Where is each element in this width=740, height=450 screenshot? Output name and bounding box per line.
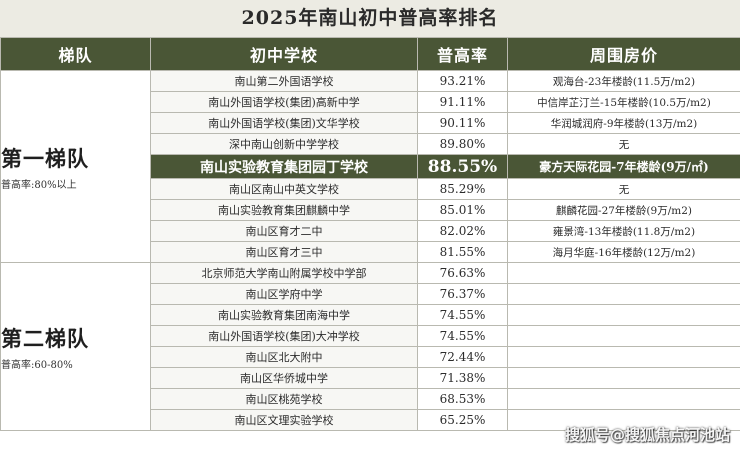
nearby-price: 中信岸芷汀兰-15年楼龄(10.5万/m2) (507, 91, 740, 113)
header-rate: 普高率 (417, 37, 508, 71)
watermark-text: 搜狐号@搜狐焦点河池站 (564, 426, 730, 444)
school-name: 南山区桃苑学校 (150, 388, 418, 410)
table-row: 南山区学府中学 76.37% (1, 283, 740, 305)
nearby-price: 麒麟花园-27年楼龄(9万/m2) (507, 199, 740, 221)
nearby-price (507, 367, 740, 389)
nearby-price: 无 (507, 133, 740, 155)
enrollment-rate: 81.55% (417, 241, 508, 263)
enrollment-rate: 72.44% (417, 346, 508, 368)
nearby-price (507, 346, 740, 368)
enrollment-rate: 74.55% (417, 325, 508, 347)
header-row: 梯队 初中学校 普高率 周围房价 (0, 37, 740, 71)
school-name: 北京师范大学南山附属学校中学部 (150, 262, 418, 284)
school-name: 南山第二外国语学校 (150, 70, 418, 92)
table-row: 南山实验教育集团麒麟中学 85.01% 麒麟花园-27年楼龄(9万/m2) (1, 199, 740, 221)
tier-subtitle: 普高率:80%以上 (1, 179, 77, 191)
table-row: 深中南山创新中学学校 89.80% 无 (1, 133, 740, 155)
table-row: 第二梯队 普高率:60-80% 北京师范大学南山附属学校中学部 76.63% (0, 262, 740, 431)
table-row: 南山区育才三中 81.55% 海月华庭-16年楼龄(12万/m2) (1, 241, 740, 263)
enrollment-rate: 76.37% (417, 283, 508, 305)
nearby-price (507, 325, 740, 347)
school-name: 南山区文理实验学校 (150, 409, 418, 431)
tier-cell: 第二梯队普高率:60-80% (0, 262, 151, 431)
header-price: 周围房价 (507, 37, 740, 71)
school-name: 南山区华侨城中学 (150, 367, 418, 389)
school-name: 南山区育才三中 (150, 241, 418, 263)
enrollment-rate: 76.63% (417, 262, 508, 284)
nearby-price: 华润城润府-9年楼龄(13万/m2) (507, 112, 740, 134)
table-row: 南山外国语学校(集团)大冲学校 74.55% (1, 325, 740, 347)
nearby-price (507, 304, 740, 326)
table-row: 第一梯队 普高率:80%以上 南山第二外国语学校 93.21% 观海台-23年楼龄(11… (0, 70, 740, 263)
nearby-price (507, 283, 740, 305)
nearby-price (507, 262, 740, 284)
table-row: 南山区华侨城中学 71.38% (1, 367, 740, 389)
nearby-price: 海月华庭-16年楼龄(12万/m2) (507, 241, 740, 263)
school-name: 南山区南山中英文学校 (150, 178, 418, 200)
table-row: 南山外国语学校(集团)高新中学 91.11% 中信岸芷汀兰-15年楼龄(10.5万/… (1, 91, 740, 113)
table-row: 南山实验教育集团南海中学 74.55% (1, 304, 740, 326)
enrollment-rate: 65.25% (417, 409, 508, 431)
school-name: 南山外国语学校(集团)大冲学校 (150, 325, 418, 347)
enrollment-rate: 91.11% (417, 91, 508, 113)
nearby-price: 豪方天际花园-7年楼龄(9万/㎡) (507, 154, 740, 179)
school-name: 南山外国语学校(集团)文华学校 (150, 112, 418, 134)
school-name: 南山区学府中学 (150, 283, 418, 305)
school-name: 南山区北大附中 (150, 346, 418, 368)
enrollment-rate: 74.55% (417, 304, 508, 326)
enrollment-rate: 85.01% (417, 199, 508, 221)
page-title: 2025年南山初中普高率排名 (0, 0, 740, 37)
table-row: 南山区育才二中 82.02% 雍景湾-13年楼龄(11.8万/m2) (1, 220, 740, 242)
school-name: 南山实验教育集团南海中学 (150, 304, 418, 326)
ranking-table: 梯队 初中学校 普高率 周围房价 第一梯队 普高率:80%以上 南山第二外国语学校 9… (0, 37, 740, 431)
nearby-price: 观海台-23年楼龄(11.5万/m2) (507, 70, 740, 92)
school-name: 南山实验教育集团麒麟中学 (150, 199, 418, 221)
table-row: 南山区北大附中 72.44% (1, 346, 740, 368)
enrollment-rate: 93.21% (417, 70, 508, 92)
enrollment-rate: 90.11% (417, 112, 508, 134)
nearby-price (507, 388, 740, 410)
enrollment-rate: 71.38% (417, 367, 508, 389)
school-name: 深中南山创新中学学校 (150, 133, 418, 155)
table-row-highlighted: 南山实验教育集团园丁学校 88.55% 豪方天际花园-7年楼龄(9万/㎡) (1, 154, 740, 179)
nearby-price: 雍景湾-13年楼龄(11.8万/m2) (507, 220, 740, 242)
enrollment-rate: 68.53% (417, 388, 508, 410)
header-tier: 梯队 (0, 37, 151, 71)
enrollment-rate: 85.29% (417, 178, 508, 200)
tier-name: 第一梯队 (1, 145, 89, 171)
table-row: 南山区桃苑学校 68.53% (1, 388, 740, 410)
school-name: 南山实验教育集团园丁学校 (150, 154, 418, 179)
enrollment-rate: 88.55% (417, 154, 508, 179)
enrollment-rate: 89.80% (417, 133, 508, 155)
school-name: 南山区育才二中 (150, 220, 418, 242)
enrollment-rate: 82.02% (417, 220, 508, 242)
tier-name: 第二梯队 (1, 325, 89, 351)
tier-subtitle: 普高率:60-80% (1, 359, 73, 371)
table-row: 南山区文理实验学校 65.25% (1, 409, 740, 431)
table-row: 南山区南山中英文学校 85.29% 无 (1, 178, 740, 200)
header-school: 初中学校 (150, 37, 418, 71)
school-name: 南山外国语学校(集团)高新中学 (150, 91, 418, 113)
tier-cell: 第一梯队普高率:80%以上 (0, 70, 151, 263)
nearby-price: 无 (507, 178, 740, 200)
